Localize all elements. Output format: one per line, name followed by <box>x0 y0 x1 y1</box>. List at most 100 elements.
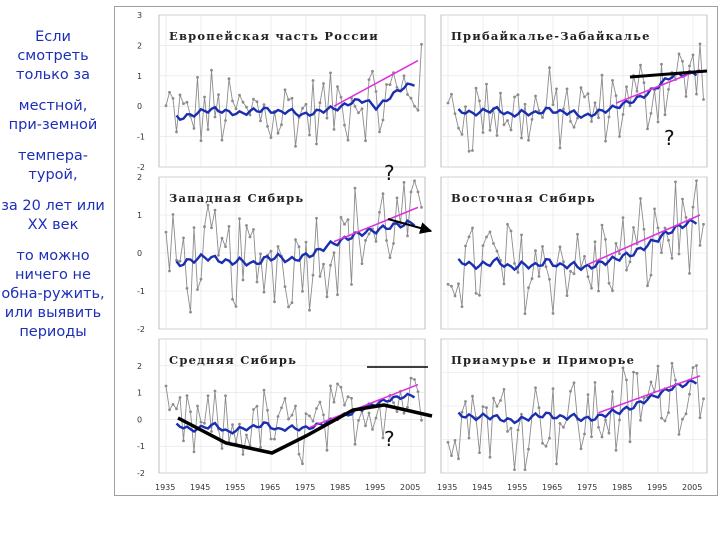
raw-data-point <box>294 144 297 148</box>
raw-data-point <box>178 93 182 97</box>
x-tick-label: 1955 <box>507 483 527 492</box>
raw-data-point <box>621 113 625 116</box>
raw-data-point <box>294 404 297 408</box>
raw-data-point <box>353 105 357 108</box>
raw-data-point <box>478 293 481 297</box>
x-tick-label: 1935 <box>155 483 175 492</box>
raw-data-point <box>199 420 203 424</box>
y-tick-label: 3 <box>137 11 142 20</box>
raw-data-point <box>492 396 495 400</box>
x-tick-label: 1995 <box>365 483 385 492</box>
raw-data-point <box>646 284 649 288</box>
raw-data-point <box>537 109 541 112</box>
raw-data-point <box>495 134 499 137</box>
raw-data-point <box>593 101 597 105</box>
raw-data-point <box>628 104 632 108</box>
raw-data-point <box>416 108 420 112</box>
raw-data-point <box>332 251 336 255</box>
raw-data-point <box>464 400 467 403</box>
raw-data-point <box>625 85 628 89</box>
raw-data-point <box>413 378 416 381</box>
raw-data-point <box>318 400 322 404</box>
raw-data-point <box>238 422 241 426</box>
raw-data-point <box>262 388 266 392</box>
raw-data-point <box>646 127 649 131</box>
raw-data-point <box>199 139 203 143</box>
raw-data-point <box>192 127 196 130</box>
raw-data-point <box>516 428 520 432</box>
raw-data-point <box>565 294 569 297</box>
raw-data-point <box>695 364 698 367</box>
raw-data-point <box>252 228 255 231</box>
raw-data-point <box>590 120 593 123</box>
raw-data-point <box>600 223 604 227</box>
raw-data-point <box>551 387 555 391</box>
panel-title: Средняя Сибирь <box>169 353 297 367</box>
raw-data-point <box>677 252 681 256</box>
raw-data-point <box>364 239 367 242</box>
panel-title: Восточная Сибирь <box>451 191 596 205</box>
raw-data-point <box>618 135 621 138</box>
raw-data-point <box>213 389 217 393</box>
x-tick-label: 1975 <box>295 483 315 492</box>
raw-data-point <box>485 235 488 239</box>
raw-data-point <box>488 455 492 459</box>
raw-data-point <box>374 240 378 243</box>
trend-line <box>598 375 701 414</box>
raw-data-point <box>171 403 175 406</box>
raw-data-point <box>339 385 343 389</box>
raw-data-point <box>231 423 234 427</box>
raw-data-point <box>329 384 332 388</box>
panel-title: Западная Сибирь <box>169 191 304 205</box>
raw-data-point <box>604 139 607 143</box>
raw-data-point <box>227 77 231 81</box>
raw-data-point <box>586 393 590 396</box>
raw-data-point <box>544 265 548 269</box>
raw-data-point <box>234 305 238 308</box>
raw-series-line <box>447 180 704 314</box>
raw-data-point <box>446 440 450 444</box>
raw-data-point <box>520 136 523 140</box>
raw-data-point <box>301 462 304 466</box>
raw-data-point <box>569 120 572 123</box>
raw-data-point <box>681 197 684 201</box>
annotation-flat-line-top-right <box>629 69 708 79</box>
y-tick-label: 0 <box>137 415 142 424</box>
raw-data-point <box>217 93 220 96</box>
trend-line <box>333 59 419 107</box>
raw-data-point <box>677 433 681 436</box>
raw-data-point <box>308 133 311 137</box>
x-tick-label: 1945 <box>472 483 492 492</box>
raw-data-point <box>450 454 453 457</box>
raw-data-point <box>259 252 262 256</box>
raw-data-point <box>537 275 541 278</box>
x-tick-label: 1975 <box>577 483 597 492</box>
raw-data-point <box>318 275 322 278</box>
raw-data-point <box>406 93 409 96</box>
raw-data-point <box>206 203 210 207</box>
raw-data-point <box>698 244 702 247</box>
raw-data-point <box>364 139 367 143</box>
annotation-arrow <box>387 218 433 234</box>
raw-data-point <box>315 142 318 146</box>
raw-data-point <box>628 260 632 264</box>
side-text-block-1: Если смотреть только за <box>16 29 90 83</box>
y-tick-label: -2 <box>137 325 145 334</box>
raw-data-point <box>199 277 203 281</box>
raw-data-point <box>590 286 593 290</box>
raw-data-point <box>695 92 698 96</box>
raw-data-point <box>548 277 551 281</box>
raw-data-point <box>332 400 336 404</box>
raw-data-point <box>266 408 269 412</box>
raw-data-point <box>164 384 168 388</box>
raw-data-point <box>565 87 569 91</box>
raw-data-point <box>691 53 695 57</box>
raw-data-point <box>385 83 388 86</box>
raw-data-point <box>332 128 336 131</box>
raw-data-point <box>367 232 371 236</box>
raw-data-point <box>245 224 248 227</box>
raw-data-point <box>189 310 192 314</box>
raw-data-point <box>346 218 350 222</box>
raw-data-point <box>695 179 698 183</box>
raw-data-point <box>513 95 516 99</box>
